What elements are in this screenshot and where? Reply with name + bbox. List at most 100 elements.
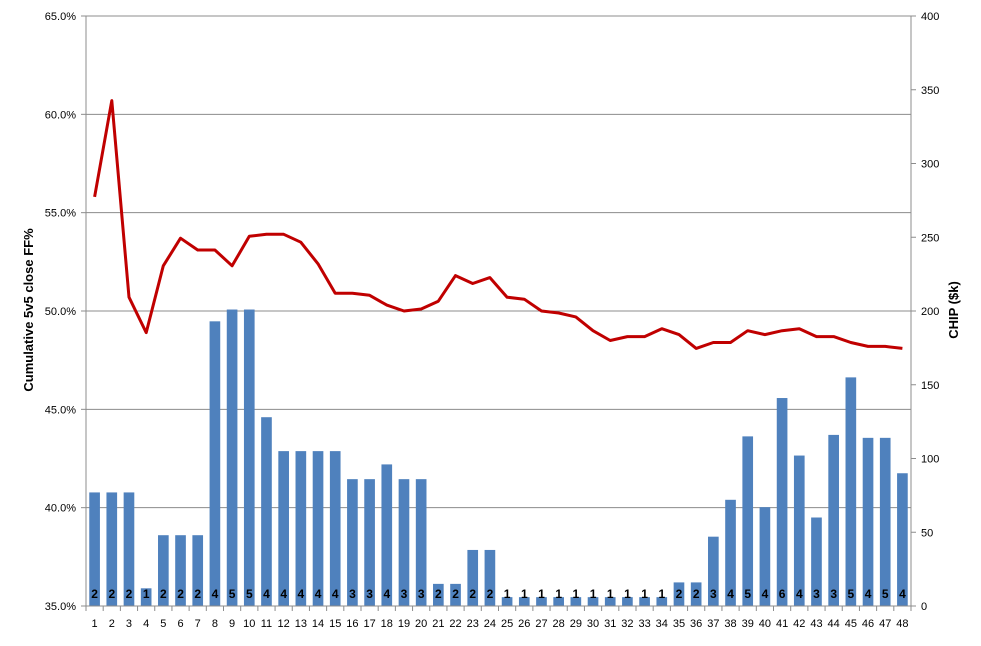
bar — [381, 464, 393, 606]
bar-data-label: 1 — [504, 587, 511, 601]
y-left-tick-label: 45.0% — [45, 404, 76, 416]
y-right-tick-label: 100 — [921, 454, 939, 466]
gridlines — [86, 15, 911, 607]
x-tick-label: 44 — [828, 618, 840, 630]
x-tick-label: 46 — [862, 618, 874, 630]
bar — [862, 437, 874, 606]
x-tick-label: 40 — [759, 618, 771, 630]
bar — [192, 535, 204, 606]
bar — [570, 597, 582, 606]
bar-data-label: 5 — [246, 587, 253, 601]
bar-data-label: 2 — [487, 587, 494, 601]
x-tick-label: 43 — [810, 618, 822, 630]
x-tick-label: 28 — [553, 618, 565, 630]
bar-data-label: 3 — [366, 587, 373, 601]
bar-data-label: 4 — [727, 587, 734, 601]
bar-data-label: 2 — [108, 587, 115, 601]
bar-data-label: 4 — [865, 587, 872, 601]
bar-data-label: 5 — [882, 587, 889, 601]
bar-data-label: 1 — [555, 587, 562, 601]
y-right-tick-label: 400 — [921, 11, 939, 23]
x-tick-label: 27 — [535, 618, 547, 630]
y-right-tick-label: 50 — [921, 527, 933, 539]
x-tick-label: 17 — [363, 618, 375, 630]
bar-data-label: 2 — [693, 587, 700, 601]
x-tick-label: 11 — [261, 618, 272, 630]
bar-data-label: 3 — [710, 587, 717, 601]
x-tick-label: 33 — [638, 618, 650, 630]
x-tick-label: 20 — [415, 618, 427, 630]
bar — [89, 492, 100, 606]
bar — [811, 517, 822, 606]
bar-data-label: 4 — [796, 587, 803, 601]
x-tick-label: 16 — [346, 618, 358, 630]
x-tick-label: 24 — [484, 618, 496, 630]
bar-data-label: 3 — [813, 587, 820, 601]
bar-data-label: 5 — [744, 587, 751, 601]
bar — [742, 436, 754, 606]
bar — [106, 492, 118, 606]
bar-data-label: 1 — [624, 587, 631, 601]
x-tick-label: 4 — [143, 618, 149, 630]
y-left-tick-label: 35.0% — [45, 601, 76, 613]
x-tick-label: 14 — [312, 618, 324, 630]
bar — [518, 597, 530, 606]
bar — [845, 377, 857, 606]
y-axis-left-title: Cumulative 5v5 close FF% — [21, 228, 36, 392]
bar-data-label: 5 — [848, 587, 855, 601]
bar — [587, 597, 599, 606]
bar — [553, 597, 564, 606]
y-right-tick-label: 150 — [921, 380, 939, 392]
bar — [158, 535, 169, 606]
bar — [329, 451, 341, 606]
bar — [639, 597, 650, 606]
bar — [140, 588, 152, 606]
bar-data-label: 2 — [452, 587, 459, 601]
x-tick-label: 18 — [381, 618, 393, 630]
x-tick-label: 7 — [195, 618, 201, 630]
x-tick-label: 19 — [398, 618, 410, 630]
y-axis-right-title: CHIP ($k) — [946, 281, 961, 339]
bar — [828, 434, 839, 606]
x-tick-label: 10 — [243, 618, 255, 630]
bar — [484, 549, 496, 606]
bar-data-label: 2 — [676, 587, 683, 601]
bar-data-label: 2 — [177, 587, 184, 601]
bar-data-label: 4 — [762, 587, 769, 601]
x-tick-label: 1 — [92, 618, 98, 630]
bar — [209, 321, 221, 606]
bar — [243, 309, 255, 606]
bar-series — [89, 309, 908, 606]
bar — [759, 507, 771, 606]
y-right-tick-label: 200 — [921, 306, 939, 318]
y-right-tick-label: 300 — [921, 159, 939, 171]
x-tick-label: 47 — [879, 618, 891, 630]
bar — [793, 455, 805, 606]
bar — [261, 417, 272, 606]
bar-data-label: 4 — [212, 587, 219, 601]
y-left-tick-label: 65.0% — [45, 11, 76, 23]
bar — [501, 597, 513, 606]
bar-data-label: 3 — [349, 587, 356, 601]
bar — [897, 473, 908, 606]
x-tick-label: 37 — [707, 618, 719, 630]
bar-data-label: 4 — [315, 587, 322, 601]
x-tick-label: 8 — [212, 618, 218, 630]
y-right-tick-label: 250 — [921, 232, 939, 244]
y-right-tick-label: 0 — [921, 601, 927, 613]
bar — [879, 437, 891, 606]
x-tick-label: 3 — [126, 618, 132, 630]
bar — [690, 582, 702, 606]
bar — [725, 499, 736, 606]
x-tick-label: 5 — [160, 618, 166, 630]
line-series — [93, 99, 903, 350]
bar — [175, 535, 186, 606]
x-tick-label: 21 — [432, 618, 444, 630]
bar — [295, 451, 307, 606]
x-tick-label: 35 — [673, 618, 685, 630]
x-tick-label: 22 — [449, 618, 461, 630]
x-tick-label: 32 — [621, 618, 633, 630]
x-tick-label: 48 — [896, 618, 908, 630]
bar-data-label: 5 — [229, 587, 236, 601]
